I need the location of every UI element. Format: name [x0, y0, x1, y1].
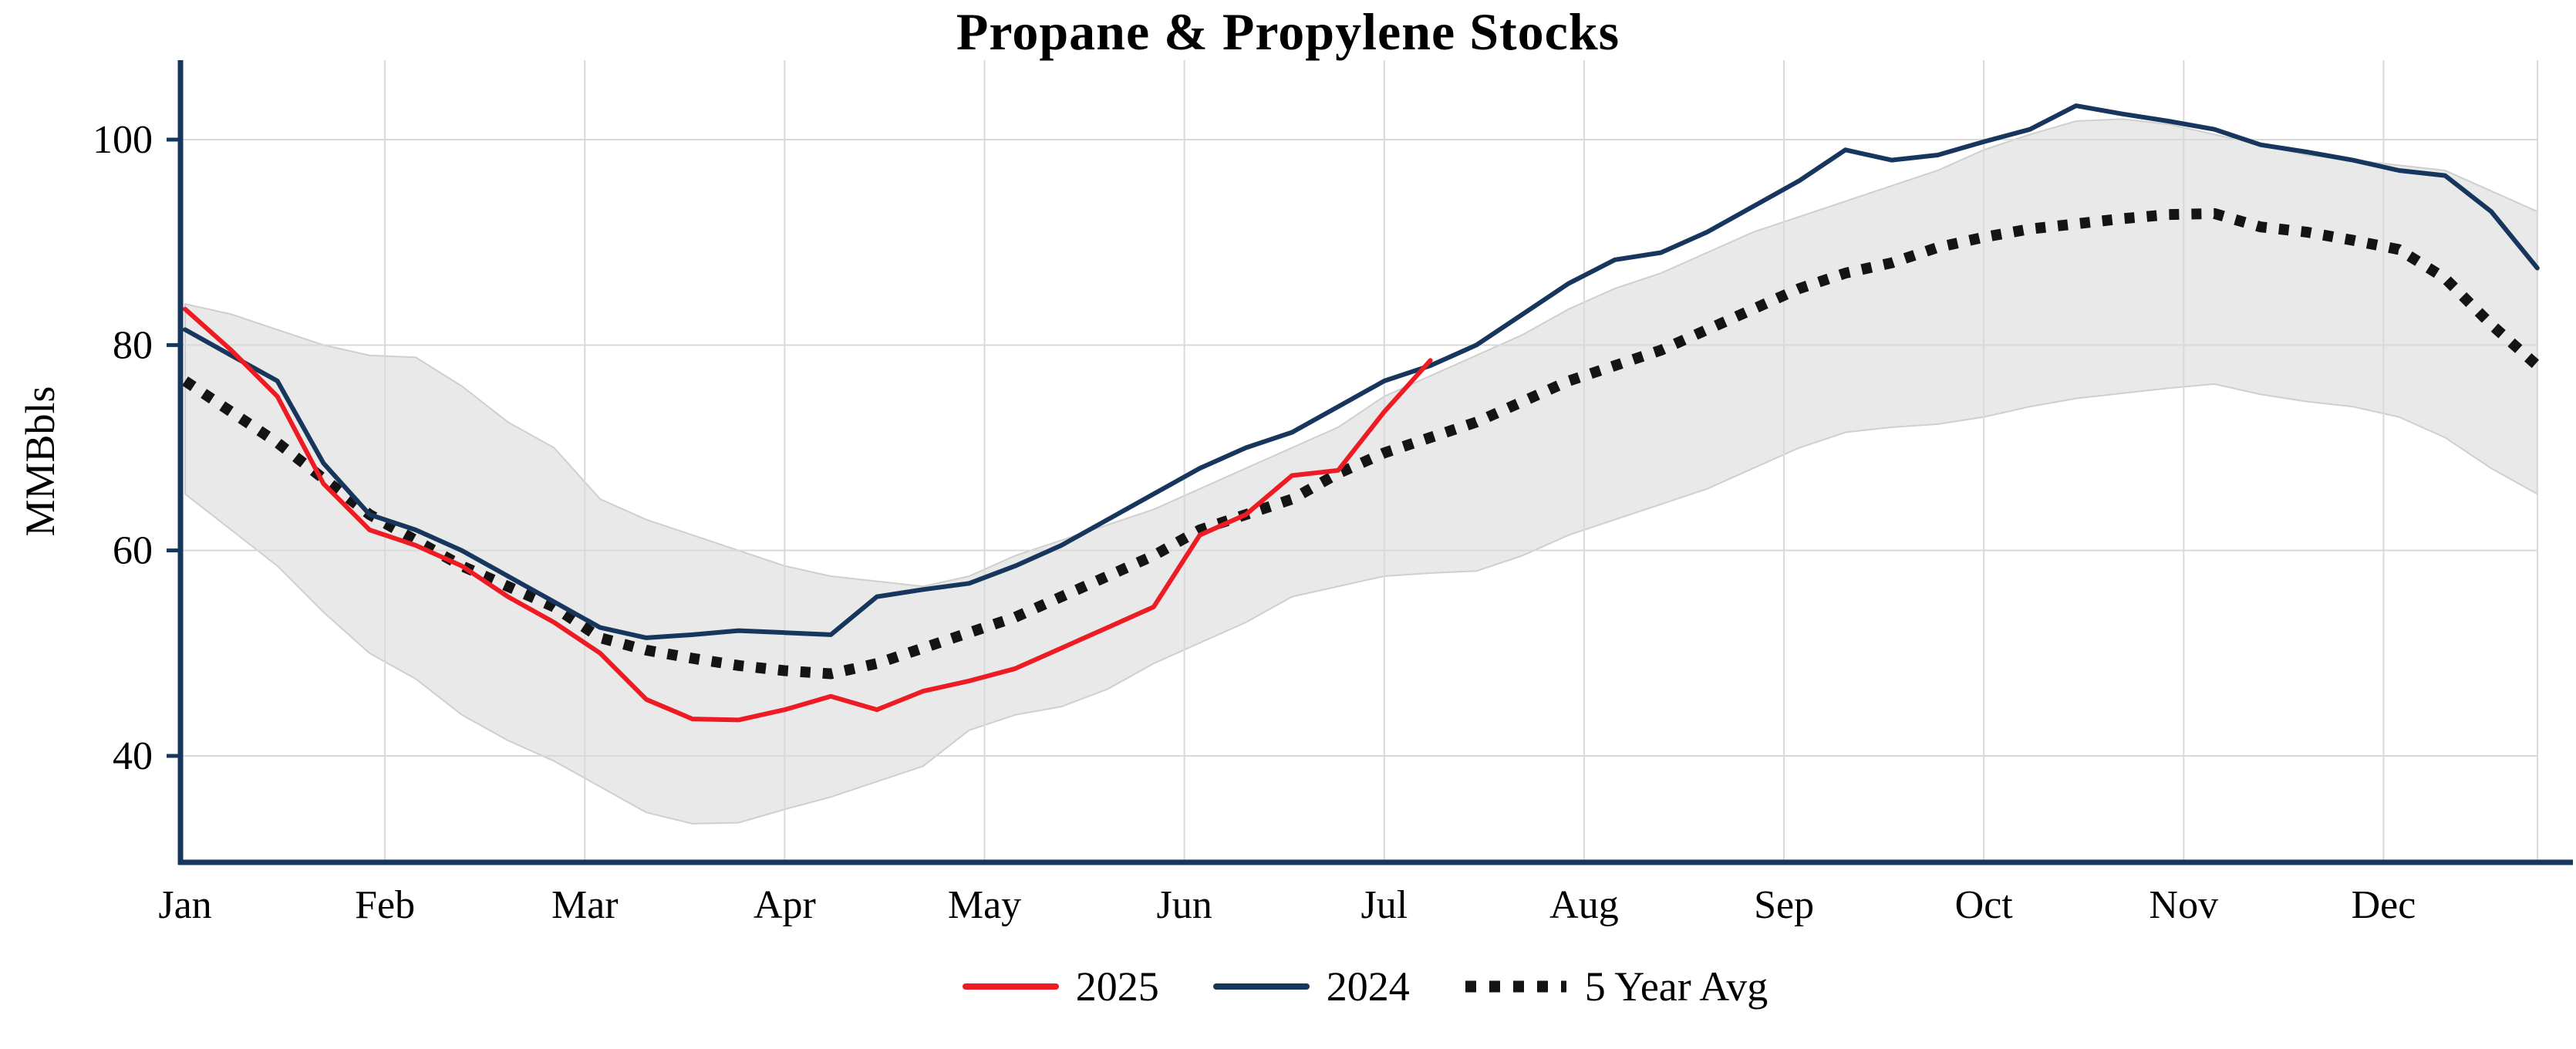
legend: 2025 2024 5 Year Avg	[185, 963, 2545, 1010]
legend-item-2024: 2024	[1212, 963, 1410, 1010]
x-tick-label: Sep	[1754, 883, 1814, 927]
x-tick-label: Apr	[754, 883, 816, 927]
y-tick-label: 40	[113, 734, 153, 778]
x-tick-label: Feb	[355, 883, 415, 927]
legend-label-2024: 2024	[1326, 963, 1410, 1010]
legend-swatch-2025-line	[962, 983, 1059, 990]
series-line-2024	[183, 103, 2540, 640]
y-tick-label: 100	[93, 118, 153, 162]
x-tick-label: Oct	[1955, 883, 2014, 927]
y-tick-label: 80	[113, 323, 153, 367]
x-tick-label: Dec	[2352, 883, 2416, 927]
legend-swatch-5-year-avg-line	[1465, 980, 1566, 993]
x-tick-label: Mar	[551, 883, 619, 927]
legend-label-5-year-avg: 5 Year Avg	[1584, 963, 1768, 1010]
x-tick-label: May	[948, 883, 1021, 927]
legend-item-2025: 2025	[962, 963, 1159, 1010]
chart-title: Propane & Propylene Stocks	[956, 2, 1620, 61]
legend-label-2025: 2025	[1075, 963, 1159, 1010]
x-tick-label: Jun	[1157, 883, 1212, 927]
x-tick-label: Nov	[2149, 883, 2219, 927]
x-tick-label: Jul	[1360, 883, 1408, 927]
series-line-2025	[183, 306, 1433, 723]
x-tick-label: Aug	[1549, 883, 1619, 927]
legend-item-5-year-avg: 5 Year Avg	[1464, 963, 1768, 1010]
legend-swatch-2024-line	[1212, 983, 1310, 990]
y-tick-label: 60	[113, 529, 153, 573]
x-tick-label: Jan	[158, 883, 211, 927]
